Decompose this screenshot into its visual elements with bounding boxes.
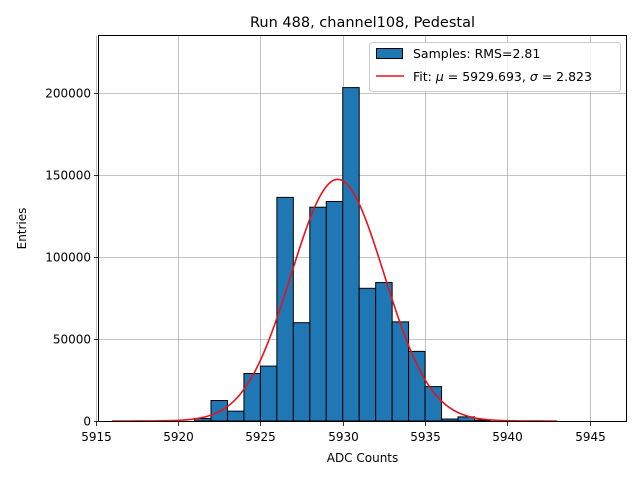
y-tick-label: 0 <box>83 415 91 429</box>
histogram-bar <box>226 410 245 422</box>
legend-label-fit: Fit: μ = 5929.693, σ = 2.823 <box>413 69 592 84</box>
x-tick-label: 5945 <box>575 430 606 444</box>
fit-curve-group <box>112 178 557 422</box>
histogram-bar <box>391 321 410 422</box>
x-tick-label: 5915 <box>81 430 112 444</box>
chart-title: Run 488, channel108, Pedestal <box>250 15 475 31</box>
histogram-bar <box>408 350 426 422</box>
y-axis-label: Entries <box>15 208 29 250</box>
histogram-bar <box>358 287 377 422</box>
x-tick-label: 5930 <box>328 430 359 444</box>
legend-label-samples: Samples: RMS=2.81 <box>413 46 540 61</box>
plot-area-frame <box>98 35 627 422</box>
x-tick-label: 5940 <box>492 430 523 444</box>
histogram-bar <box>309 206 327 422</box>
histogram-bar <box>375 282 393 422</box>
fit-label-prefix: Fit: <box>413 69 436 84</box>
y-tick-label: 100000 <box>45 251 91 265</box>
legend-box <box>369 42 621 92</box>
histogram-bar <box>342 87 360 422</box>
histogram-bar <box>259 365 278 422</box>
y-tick-label: 200000 <box>45 87 91 101</box>
legend-swatch-samples <box>376 48 403 59</box>
fit-label-mu-value: = 5929.693, <box>444 69 530 84</box>
legend: Samples: RMS=2.81 Fit: μ = 5929.693, σ =… <box>369 42 621 92</box>
fit-label-sigma-value: = 2.823 <box>538 69 592 84</box>
histogram-bars <box>194 87 492 422</box>
x-tick-label: 5925 <box>245 430 276 444</box>
fit-label-sigma-symbol: σ <box>530 69 539 84</box>
histogram-bar <box>243 372 261 422</box>
y-tick-label: 50000 <box>53 333 91 347</box>
fit-label-mu-symbol: μ <box>435 69 444 84</box>
x-tick-label: 5935 <box>410 430 441 444</box>
y-tick-label: 150000 <box>45 169 91 183</box>
x-axis-label: ADC Counts <box>327 451 399 465</box>
fit-curve <box>112 178 557 422</box>
x-tick-label: 5920 <box>163 430 194 444</box>
histogram-bar <box>441 418 459 422</box>
axis-ticks: 5915 5920 5925 5930 5935 5940 5945 0 50000 100000… <box>45 87 606 445</box>
histogram-bar <box>292 322 311 422</box>
histogram-bar <box>325 200 344 422</box>
